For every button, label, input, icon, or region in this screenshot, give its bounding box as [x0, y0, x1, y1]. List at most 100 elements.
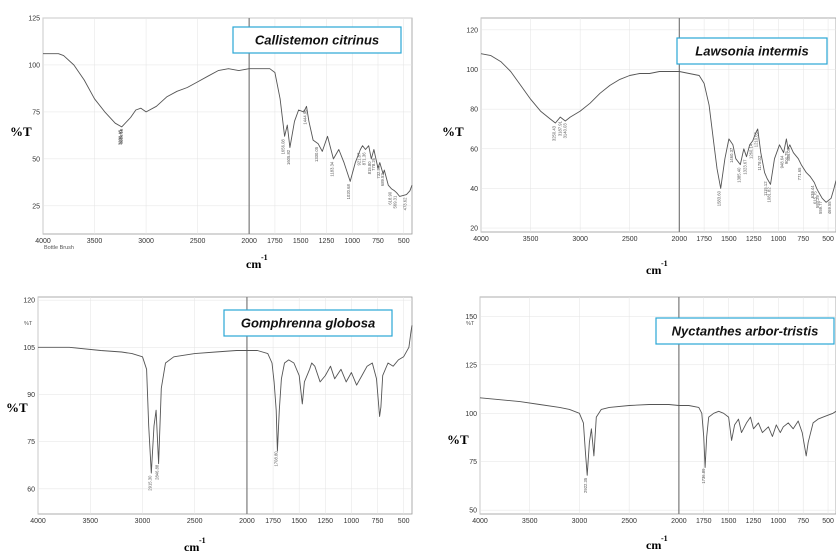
peak-label: 689.52 — [380, 173, 385, 186]
y-tick-label: 100 — [466, 67, 478, 74]
peak-label: 1323.67 — [742, 159, 747, 175]
x-tick-label: 1500 — [721, 236, 737, 243]
x-tick-label: 2500 — [187, 518, 203, 525]
x-tick-label: 2000 — [672, 236, 688, 243]
peak-label: 1708.80 — [273, 451, 278, 467]
peak-label: 1020.68 — [346, 184, 351, 200]
x-tick-label: 500 — [822, 236, 834, 243]
x-axis-label-exponent: -1 — [661, 259, 668, 268]
x-tick-label: 1500 — [293, 238, 309, 245]
x-tick-label: 500 — [398, 518, 410, 525]
x-tick-label: 750 — [797, 518, 809, 525]
peak-label: 559.77 — [818, 201, 823, 214]
peak-label: 948.64 — [780, 155, 785, 168]
peak-label: 1736.89 — [701, 468, 706, 484]
x-tick-label: 4000 — [473, 236, 489, 243]
sample-note: Bottle Brush — [44, 245, 74, 251]
y-axis-label: %T — [10, 124, 32, 139]
peak-label: 3236.45 — [118, 129, 123, 145]
peak-label: 778.26 — [371, 157, 376, 170]
y-axis-label: %T — [6, 400, 28, 415]
x-tick-label: 1000 — [344, 238, 360, 245]
peak-label: 473.62 — [402, 197, 407, 210]
x-tick-label: 500 — [398, 238, 410, 245]
x-tick-label: 1250 — [746, 236, 762, 243]
chart-title: Nyctanthes arbor-tristis — [672, 324, 819, 339]
y-tick-label: 125 — [465, 362, 477, 369]
x-tick-label: 1750 — [267, 238, 283, 245]
x-tick-label: 1500 — [291, 518, 307, 525]
x-tick-label: 1750 — [696, 236, 712, 243]
y-tick-label: 125 — [28, 16, 40, 23]
peak-label: 3231.81 — [118, 129, 123, 145]
peak-label: 1260.14 — [749, 143, 754, 159]
x-tick-label: 4000 — [472, 518, 488, 525]
peak-label: 1444.98 — [302, 109, 307, 125]
x-tick-label: 3500 — [523, 236, 539, 243]
x-tick-label: 2500 — [622, 236, 638, 243]
x-axis-label-exponent: -1 — [199, 536, 206, 545]
x-tick-label: 2000 — [671, 518, 687, 525]
x-tick-label: 4000 — [35, 238, 51, 245]
transmittance-trace — [480, 53, 836, 203]
peak-label: 569.31 — [393, 195, 398, 208]
peak-label: 871.36 — [361, 152, 366, 165]
peak-label: 2846.88 — [154, 464, 159, 480]
x-tick-label: 3500 — [87, 238, 103, 245]
x-axis-label: cm — [646, 538, 661, 552]
chart-title: Gomphrenna globosa — [241, 316, 375, 331]
y-tick-label: 60 — [27, 486, 35, 493]
transmittance-trace — [43, 53, 413, 197]
x-tick-label: 3000 — [572, 518, 588, 525]
peak-label: 3140.03 — [562, 123, 567, 139]
peak-label: 593.29 — [815, 195, 820, 208]
peak-label: 1330.05 — [314, 146, 319, 162]
x-tick-label: 1250 — [319, 238, 335, 245]
peak-label: 1583.60 — [717, 190, 722, 206]
x-tick-label: 750 — [372, 518, 384, 525]
y-tick-label: 75 — [469, 459, 477, 466]
x-tick-label: 1750 — [265, 518, 281, 525]
y-tick-label: 150 — [465, 314, 477, 321]
y-axis-label: %T — [447, 432, 469, 447]
peak-label: 3187.91 — [558, 120, 563, 136]
peak-label: 2915.30 — [147, 475, 152, 491]
x-tick-label: 2000 — [241, 238, 257, 245]
peak-label: 771.65 — [797, 167, 802, 180]
y-tick-label: 80 — [470, 107, 478, 114]
x-axis-label: cm — [246, 257, 261, 271]
y-tick-label: 40 — [470, 186, 478, 193]
peak-label: 639.44 — [810, 185, 815, 198]
x-tick-label: 2500 — [190, 238, 206, 245]
x-tick-label: 750 — [372, 238, 384, 245]
x-axis-label-exponent: -1 — [261, 253, 268, 262]
title-box — [655, 317, 835, 345]
y-tick-label: 75 — [32, 109, 40, 116]
x-tick-label: 3500 — [82, 518, 98, 525]
peak-label: 815.80 — [367, 161, 372, 174]
y-tick-label: 60 — [470, 146, 478, 153]
spectrum-panel-4: 4000 3500 3000 2500 2000 1750 1500 1250 1000 750 5… — [447, 296, 836, 552]
x-tick-label: 2500 — [621, 518, 637, 525]
x-tick-label: 1250 — [318, 518, 334, 525]
y-tick-label: 25 — [32, 203, 40, 210]
peak-label: 1210.65 — [754, 131, 759, 147]
peak-label: 615.75 — [813, 191, 818, 204]
peak-label: 618.90 — [387, 191, 392, 204]
spectrum-panel-3: 4000 3500 3000 2500 2000 1750 1500 1250 1000 750 5… — [6, 296, 413, 554]
peak-label: 3250.43 — [551, 125, 556, 141]
x-axis-label-exponent: -1 — [661, 534, 668, 543]
x-tick-label: 3000 — [572, 236, 588, 243]
peak-label: 1656.08 — [281, 139, 286, 155]
peak-label: 469.55 — [827, 201, 832, 214]
peak-label: 1605.82 — [286, 149, 291, 165]
x-tick-label: 1250 — [746, 518, 762, 525]
y-tick-label: 20 — [470, 226, 478, 233]
transmittance-trace — [479, 397, 836, 476]
peak-label: 1081.82 — [766, 187, 771, 203]
peak-label: 1183.34 — [329, 161, 334, 176]
title-box — [676, 37, 828, 65]
y-tick-label: 50 — [32, 156, 40, 163]
peak-label: 904.75 — [784, 151, 789, 164]
